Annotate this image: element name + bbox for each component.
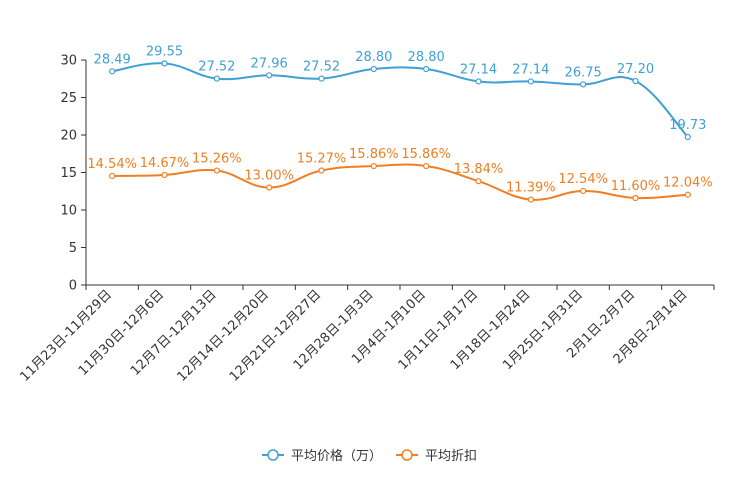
data-label: 27.96 xyxy=(251,56,288,71)
y-tick-label: 10 xyxy=(60,204,77,219)
x-tick-label: 11月23日-11月29日 xyxy=(18,287,115,384)
y-tick-label: 15 xyxy=(60,166,77,181)
data-point[interactable] xyxy=(423,65,430,73)
data-point[interactable] xyxy=(684,191,691,198)
data-label: 28.80 xyxy=(355,50,392,65)
data-label: 13.00% xyxy=(244,169,294,184)
data-label: 12.54% xyxy=(558,172,608,187)
data-label: 11.39% xyxy=(506,181,556,196)
data-point[interactable] xyxy=(684,133,691,141)
data-point[interactable] xyxy=(475,78,482,85)
y-tick-label: 0 xyxy=(69,279,77,294)
data-label: 12.04% xyxy=(663,176,713,191)
data-label: 13.84% xyxy=(454,162,504,177)
y-tick-label: 30 xyxy=(60,54,77,69)
data-label: 27.52 xyxy=(303,60,340,75)
data-point[interactable] xyxy=(423,162,430,170)
data-point[interactable] xyxy=(475,178,482,185)
y-tick-label: 5 xyxy=(69,241,77,256)
data-label: 28.49 xyxy=(94,52,131,67)
data-label: 15.86% xyxy=(349,147,399,162)
data-label: 27.52 xyxy=(198,60,235,75)
data-label: 15.26% xyxy=(192,152,242,167)
legend-label: 平均折扣 xyxy=(425,449,477,464)
data-point[interactable] xyxy=(318,167,325,174)
series-line xyxy=(112,62,689,138)
data-label: 11.60% xyxy=(611,179,661,194)
y-tick-label: 20 xyxy=(60,129,77,144)
data-point[interactable] xyxy=(527,78,534,85)
data-point[interactable] xyxy=(580,187,587,195)
legend-label: 平均价格（万） xyxy=(291,448,382,464)
data-label: 27.14 xyxy=(460,62,497,77)
data-point[interactable] xyxy=(109,68,116,75)
data-point[interactable] xyxy=(213,167,220,174)
series-1: 28.49 29.55 27.52 27.96 27.52 28.80 28.80 27.14… xyxy=(94,44,706,141)
data-point[interactable] xyxy=(632,77,639,85)
chart-series: 28.49 29.55 27.52 27.96 27.52 28.80 28.80 27.14… xyxy=(87,44,713,203)
data-label: 15.27% xyxy=(297,151,347,166)
legend-item-2[interactable]: 平均折扣 xyxy=(396,449,477,464)
y-tick-label: 25 xyxy=(60,91,77,106)
data-point[interactable] xyxy=(213,75,220,82)
chart-legend[interactable]: 平均价格（万） 平均折扣 xyxy=(262,448,477,464)
chart-axes: 05101520253011月23日-11月29日11月30日-12月6日12月… xyxy=(18,54,715,385)
data-point[interactable] xyxy=(370,65,377,73)
legend-marker-icon xyxy=(401,449,413,461)
data-point[interactable] xyxy=(161,60,168,67)
data-label: 15.86% xyxy=(401,147,451,162)
x-tick-label: 12月21日-12月27日 xyxy=(227,287,324,384)
data-label: 26.75 xyxy=(565,65,602,80)
legend-marker-icon xyxy=(267,449,279,461)
x-tick-label: 12月14日-12月20日 xyxy=(175,287,272,384)
data-label: 14.67% xyxy=(140,156,190,171)
data-label: 19.73 xyxy=(669,118,706,133)
data-point[interactable] xyxy=(632,194,639,202)
data-point[interactable] xyxy=(266,184,273,191)
data-point[interactable] xyxy=(370,162,377,170)
data-label: 28.80 xyxy=(408,50,445,65)
legend-item-1[interactable]: 平均价格（万） xyxy=(262,448,382,464)
series-line xyxy=(112,163,688,201)
data-label: 29.55 xyxy=(146,44,183,59)
data-point[interactable] xyxy=(266,72,273,79)
data-point[interactable] xyxy=(527,196,534,203)
data-point[interactable] xyxy=(109,172,116,180)
data-label: 27.20 xyxy=(617,62,654,77)
series-2: 14.54% 14.67% 15.26%13.00%15.27% 15.86% 15.8… xyxy=(87,147,713,203)
data-point[interactable] xyxy=(318,75,325,82)
data-label: 14.54% xyxy=(87,157,137,172)
data-point[interactable] xyxy=(161,171,168,179)
data-label: 27.14 xyxy=(512,62,549,77)
data-point[interactable] xyxy=(580,81,587,88)
